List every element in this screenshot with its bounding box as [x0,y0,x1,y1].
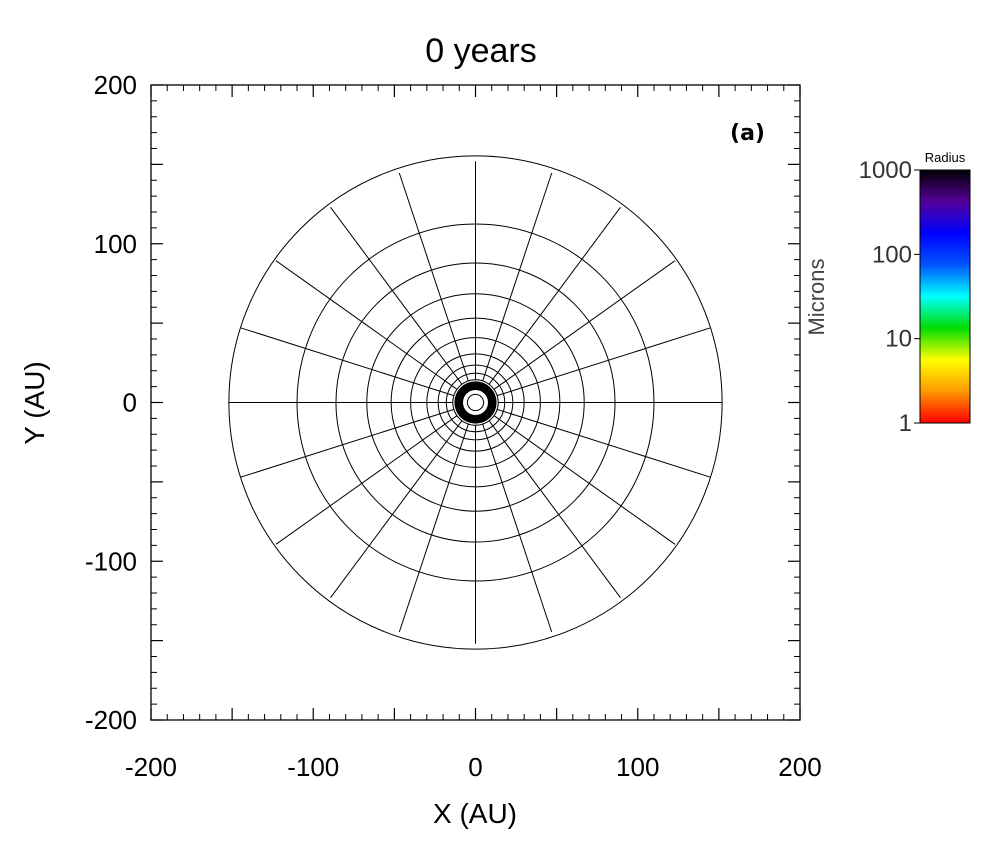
grid-spoke [275,415,458,545]
x-tick-label: 200 [778,752,821,782]
panel-label: (a) [730,121,765,146]
grid-spoke [482,423,553,633]
y-axis-label: Y (AU) [19,361,50,445]
grid-ring [466,393,485,412]
grid-spoke [488,206,621,385]
grid-spoke [398,423,469,633]
x-tick-label: 0 [468,752,482,782]
grid-spoke [493,415,676,545]
x-tick-label: 100 [616,752,659,782]
grid-spoke [240,408,455,478]
y-tick-label: -100 [85,546,137,576]
x-axis-label: X (AU) [433,798,517,829]
colorbar-tick-label: 100 [872,241,912,268]
central-ring [454,381,497,424]
colorbar-tick-label: 1000 [859,157,912,184]
plot-area: -200 -100 0 100 200 -200 -100 0 100 200 (a) [85,70,822,782]
colorbar: Radius 1 10 100 1000 Microns [804,150,971,437]
chart-title: 0 years [425,32,537,70]
colorbar-gradient [919,169,971,424]
y-tick-label: -200 [85,705,137,735]
y-tick-label: 0 [123,388,137,418]
grid-spoke [488,420,621,599]
grid-spoke [496,327,711,397]
y-tick-label: 100 [94,229,137,259]
grid-spoke [482,172,553,382]
grid-spoke [330,206,463,385]
x-tick-label: -100 [287,752,339,782]
minor-ticks [151,85,800,720]
tick-labels: -200 -100 0 100 200 -200 -100 0 100 200 [85,70,822,782]
grid-spoke [493,260,676,390]
x-tick-label: -200 [125,752,177,782]
grid-spoke [398,172,469,382]
colorbar-tick-label: 1 [899,410,912,437]
y-tick-label: 200 [94,70,137,100]
grid-spoke [240,327,455,397]
grid-spoke [275,260,458,390]
colorbar-ticks: 1 10 100 1000 [859,157,920,437]
polar-grid [228,155,723,650]
grid-spoke [330,420,463,599]
colorbar-label: Radius [925,150,966,165]
colorbar-unit: Microns [804,258,829,335]
colorbar-tick-label: 10 [885,326,912,353]
major-ticks [150,84,801,721]
grid-spoke [496,408,711,478]
